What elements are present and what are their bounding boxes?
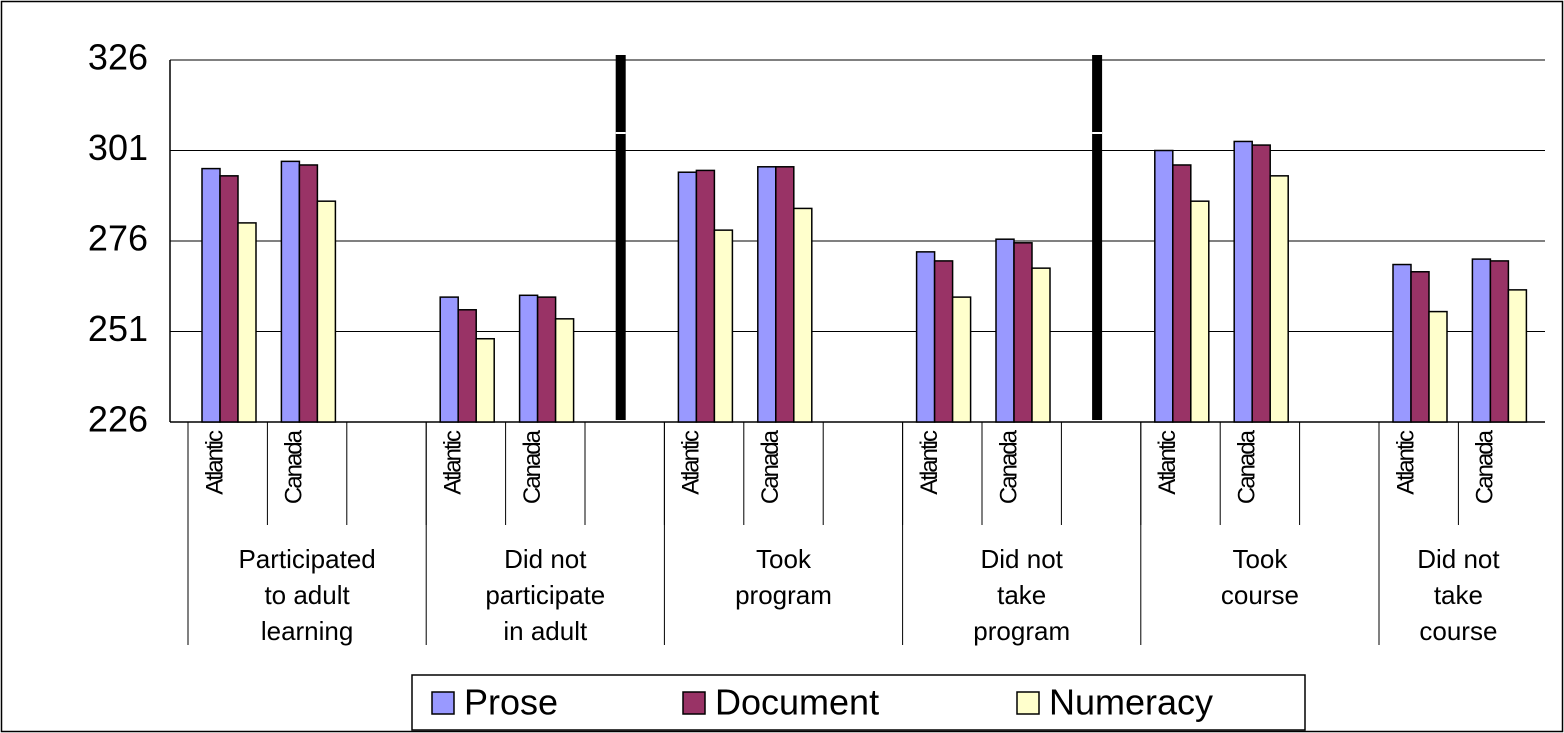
group-label: Did not participate in adult — [485, 544, 605, 646]
x-tick-label: Atlantic — [1154, 430, 1181, 495]
bar — [298, 164, 319, 423]
x-tick-label: Canada — [1234, 429, 1261, 504]
y-tick-label: 301 — [88, 127, 148, 168]
legend-box — [411, 674, 1306, 731]
bar — [995, 238, 1015, 423]
bar — [677, 171, 698, 423]
x-tick-label: Atlantic — [916, 430, 943, 495]
bar — [775, 166, 795, 423]
group-label: Did not take program — [973, 544, 1070, 646]
legend-swatch — [1016, 691, 1040, 715]
bar — [1471, 258, 1492, 423]
legend-label: Prose — [464, 682, 558, 723]
bar — [457, 309, 477, 423]
bar — [1031, 267, 1051, 423]
legend-swatch — [431, 691, 455, 715]
bar — [219, 175, 239, 423]
bar — [201, 167, 221, 423]
bar — [1269, 175, 1289, 423]
group-label: Participated to adult learning — [238, 544, 375, 646]
y-tick-label: 276 — [88, 218, 148, 259]
bar — [1428, 310, 1448, 423]
x-tick-label: Canada — [995, 429, 1022, 504]
bar — [1489, 260, 1510, 423]
bar — [1392, 263, 1412, 423]
bar — [536, 296, 557, 423]
bar — [1233, 140, 1253, 423]
bar — [280, 160, 301, 423]
y-tick-label: 251 — [88, 308, 148, 349]
separator-gap — [1092, 132, 1103, 134]
bar — [439, 296, 459, 423]
x-tick-label: Canada — [757, 429, 784, 504]
bar — [1410, 271, 1430, 423]
x-tick-label: Atlantic — [440, 430, 467, 495]
x-tick-label: Atlantic — [1392, 430, 1419, 495]
y-tick-label: 326 — [88, 37, 148, 78]
x-tick-label: Canada — [281, 429, 308, 504]
bar — [695, 169, 716, 423]
separator-gap — [615, 132, 626, 134]
x-tick-label: Atlantic — [678, 430, 705, 495]
separator — [1092, 55, 1103, 420]
bar — [1190, 200, 1210, 423]
bar — [237, 222, 257, 423]
bar — [1154, 149, 1174, 423]
bar — [554, 318, 575, 423]
bar — [1013, 242, 1033, 423]
bar — [933, 260, 954, 423]
group-label: Took program — [735, 544, 832, 610]
bar — [713, 229, 734, 423]
x-tick-label: Canada — [519, 429, 546, 504]
bar — [793, 207, 813, 423]
x-tick-label: Atlantic — [201, 430, 228, 495]
bar — [757, 166, 777, 423]
legend-swatch — [682, 691, 706, 715]
group-label: Did not take course — [1417, 544, 1500, 646]
y-tick-label: 226 — [88, 399, 148, 440]
legend-label: Numeracy — [1049, 682, 1213, 723]
group-label: Took course — [1221, 544, 1299, 610]
bar — [1507, 289, 1528, 423]
bar — [915, 251, 936, 423]
bar — [1251, 144, 1271, 423]
bar — [518, 294, 539, 423]
bar — [951, 296, 972, 423]
legend-label: Document — [715, 682, 879, 723]
bar — [475, 337, 495, 423]
bar — [316, 200, 337, 423]
separator — [615, 55, 626, 420]
bar — [1172, 164, 1192, 423]
x-tick-label: Canada — [1472, 429, 1499, 504]
